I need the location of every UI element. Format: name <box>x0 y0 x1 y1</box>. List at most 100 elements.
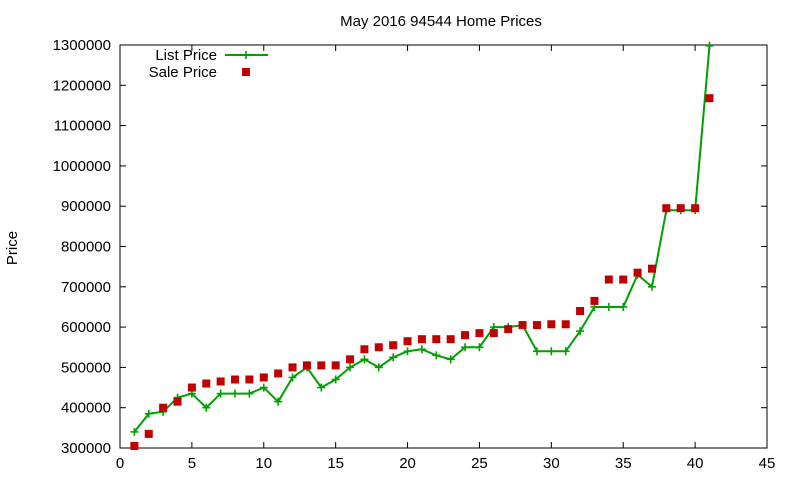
x-tick-label: 10 <box>255 455 272 472</box>
sale-price-point <box>274 369 283 378</box>
list-price-point <box>532 347 541 356</box>
list-price-point <box>576 327 585 336</box>
sale-price-point <box>216 377 225 386</box>
list-price-point <box>461 343 470 352</box>
list-price-line <box>133 45 711 433</box>
list-price-point <box>619 302 628 311</box>
legend-cross-swatch <box>242 51 250 59</box>
list-price-point <box>231 389 240 398</box>
sale-price-point <box>202 379 211 388</box>
list-price-point <box>647 282 656 291</box>
list-price-point <box>216 389 225 398</box>
sale-price-point <box>576 306 585 315</box>
x-tick-label: 25 <box>471 455 488 472</box>
list-price-point <box>144 409 153 418</box>
y-tick-label: 300000 <box>61 440 111 457</box>
sale-price-point <box>547 320 556 329</box>
sale-price-point <box>130 441 139 450</box>
x-tick-label: 20 <box>399 455 416 472</box>
x-tick-label: 15 <box>327 455 344 472</box>
list-price-point <box>374 363 383 372</box>
sale-price-point <box>619 275 628 284</box>
y-tick-label: 900000 <box>61 198 111 215</box>
sale-price-point <box>532 321 541 330</box>
list-price-point <box>705 41 714 50</box>
sale-price-point <box>374 343 383 352</box>
list-price-point <box>346 363 355 372</box>
list-price-point <box>274 397 283 406</box>
sale-price-point <box>489 329 498 338</box>
list-price-point <box>446 355 455 364</box>
sale-price-point <box>561 320 570 329</box>
x-tick-label: 30 <box>543 455 560 472</box>
list-price-point <box>561 347 570 356</box>
sale-price-point <box>518 321 527 330</box>
y-tick-label: 800000 <box>61 239 111 256</box>
sale-price-point <box>288 363 297 372</box>
x-tick-label: 5 <box>188 455 196 472</box>
list-price-point <box>317 383 326 392</box>
sale-price-point <box>662 204 671 213</box>
sale-price-point <box>475 329 484 338</box>
sale-price-point <box>633 268 642 277</box>
series-layer <box>130 41 714 450</box>
list-price-point <box>288 373 297 382</box>
sale-price-point <box>259 373 268 382</box>
legend-label: Sale Price <box>149 64 217 81</box>
y-tick-label: 700000 <box>61 279 111 296</box>
y-tick-label: 500000 <box>61 359 111 376</box>
axis-ticks: 0 5 10 15 20 25 30 35 40 45 300000 400000 500000 6000… <box>53 37 776 472</box>
plot-frame <box>119 44 768 449</box>
list-price-point <box>331 375 340 384</box>
sale-price-point <box>159 403 168 412</box>
sale-price-point <box>360 345 369 354</box>
list-price-point <box>202 403 211 412</box>
sale-price-point <box>231 375 240 384</box>
sale-price-point <box>302 361 311 370</box>
list-price-point <box>259 383 268 392</box>
sale-price-point <box>504 325 513 334</box>
list-price-point <box>403 347 412 356</box>
y-axis-label: Price <box>4 231 21 265</box>
sale-price-point <box>590 296 599 305</box>
sale-price-point <box>389 341 398 350</box>
chart-title: May 2016 94544 Home Prices <box>340 13 542 30</box>
x-tick-label: 0 <box>116 455 124 472</box>
y-tick-label: 1100000 <box>54 118 111 135</box>
y-tick-label: 400000 <box>61 400 111 417</box>
series-list-price <box>130 41 714 436</box>
sale-price-point <box>705 94 714 103</box>
series-sale-price <box>130 94 714 450</box>
sale-price-point <box>144 429 153 438</box>
sale-price-point <box>604 275 613 284</box>
list-price-point <box>245 389 254 398</box>
sale-price-point <box>346 355 355 364</box>
list-price-point <box>547 347 556 356</box>
legend-square-swatch <box>242 68 250 76</box>
sale-price-point <box>461 331 470 340</box>
sale-price-point <box>676 204 685 213</box>
sale-price-point <box>417 335 426 344</box>
list-price-point <box>360 355 369 364</box>
sale-price-point <box>331 361 340 370</box>
x-tick-label: 45 <box>759 455 776 472</box>
y-tick-label: 1200000 <box>53 77 111 94</box>
sale-price-point <box>173 397 182 406</box>
y-tick-label: 1300000 <box>53 37 111 54</box>
list-price-point <box>130 427 139 436</box>
list-price-point <box>417 345 426 354</box>
legend-label: List Price <box>155 47 217 64</box>
sale-price-point <box>187 383 196 392</box>
list-price-point <box>604 302 613 311</box>
list-price-point <box>432 351 441 360</box>
sale-price-point <box>446 335 455 344</box>
x-tick-label: 35 <box>615 455 632 472</box>
y-tick-label: 1000000 <box>53 158 111 175</box>
sale-price-point <box>691 204 700 213</box>
sale-price-point <box>245 375 254 384</box>
x-tick-label: 40 <box>687 455 704 472</box>
sale-price-point <box>647 264 656 273</box>
list-price-point <box>475 343 484 352</box>
